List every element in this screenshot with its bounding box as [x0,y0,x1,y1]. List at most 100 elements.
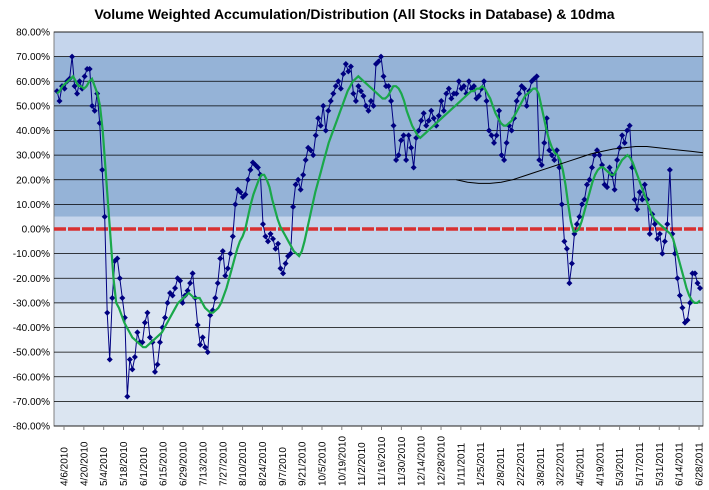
data-point [247,166,254,173]
data-point [342,61,349,68]
x-tick-label: 12/28/2010 [437,436,448,486]
x-tick-label: 6/14/2011 [675,442,686,486]
data-point [264,238,271,245]
y-axis: 80.00% 70.00% 60.00% 50.00% 40.00% 30.00% 20.0… [13,28,50,433]
x-tick-label: 5/31/2011 [655,442,666,486]
x-tick-label: 4/20/2010 [79,441,90,486]
x-tick-label: 5/17/2011 [635,442,646,486]
trend-line [456,146,704,184]
data-point [634,206,641,213]
y-tick-label: -10.00% [13,249,50,260]
x-tick-label: 10/19/2010 [337,436,348,486]
data-point [516,90,523,97]
data-point [330,90,337,97]
data-point [460,83,467,90]
data-point [375,58,382,65]
data-point [204,349,211,356]
band-light [54,216,703,303]
data-point [237,189,244,196]
data-point [300,171,307,178]
data-point [501,157,508,164]
y-tick-label: -20.00% [13,274,50,285]
data-point [162,314,169,321]
data-point [403,157,410,164]
data-point [604,184,611,191]
data-point [533,73,540,80]
data-point [357,88,364,95]
data-point [491,139,498,146]
data-point [661,238,668,245]
x-tick-label: 7/27/2010 [218,441,229,486]
data-point [74,90,81,97]
data-point [217,255,224,262]
data-point [435,112,442,119]
data-point [606,164,613,171]
data-point [488,132,495,139]
data-point [465,78,472,85]
data-point [227,250,234,257]
data-point [697,285,703,292]
x-tick-label: 7/13/2010 [198,441,209,486]
x-tick-label: 2/22/2011 [516,442,527,486]
x-axis: 4/6/2010 4/20/2010 5/4/2010 5/18/2010 6/1/20… [60,426,706,486]
data-point [596,152,603,159]
data-point [578,201,585,208]
data-point [365,107,372,114]
data-point [614,157,621,164]
data-point [453,90,460,97]
data-point [332,83,339,90]
data-point [302,157,309,164]
data-point [71,83,78,90]
data-point [664,221,671,228]
data-point [131,354,138,361]
x-tick-label: 2/8/2011 [496,447,507,486]
data-point [146,334,153,341]
data-point [280,270,287,277]
data-point [536,157,543,164]
data-point [144,309,151,316]
data-point [244,176,251,183]
y-tick-label: -60.00% [13,372,50,383]
data-point [443,90,450,97]
data-point [126,356,133,363]
data-point [275,240,282,247]
data-point [385,83,392,90]
data-point [114,255,121,262]
data-point [573,221,580,228]
x-tick-label: 4/19/2011 [595,442,606,486]
data-point [340,70,347,77]
data-point [691,270,698,277]
data-point [202,344,209,351]
data-point [621,139,628,146]
y-tick-label: 20.00% [16,175,50,186]
data-point [267,230,274,237]
x-tick-label: 9/7/2010 [278,447,289,486]
y-tick-label: 50.00% [16,101,50,112]
data-point [259,221,266,228]
x-tick-label: 6/28/2011 [695,442,706,486]
data-point [141,319,148,326]
band-lower [54,302,703,426]
data-point [151,368,158,375]
data-point [242,191,249,198]
data-point [694,280,701,287]
data-point [129,366,136,373]
data-point [134,329,141,336]
data-point [270,235,277,242]
data-point [455,78,462,85]
y-tick-label: 60.00% [16,77,50,88]
data-point [89,102,96,109]
data-point [164,299,171,306]
data-point [56,97,63,104]
data-point [169,292,176,299]
x-tick-label: 5/4/2010 [99,447,110,486]
data-point [639,196,646,203]
data-point [189,270,196,277]
data-point [81,73,88,80]
data-point [154,361,161,368]
data-point [483,97,490,104]
data-point [480,78,487,85]
x-tick-label: 4/5/2011 [575,447,586,486]
data-point [651,221,658,228]
